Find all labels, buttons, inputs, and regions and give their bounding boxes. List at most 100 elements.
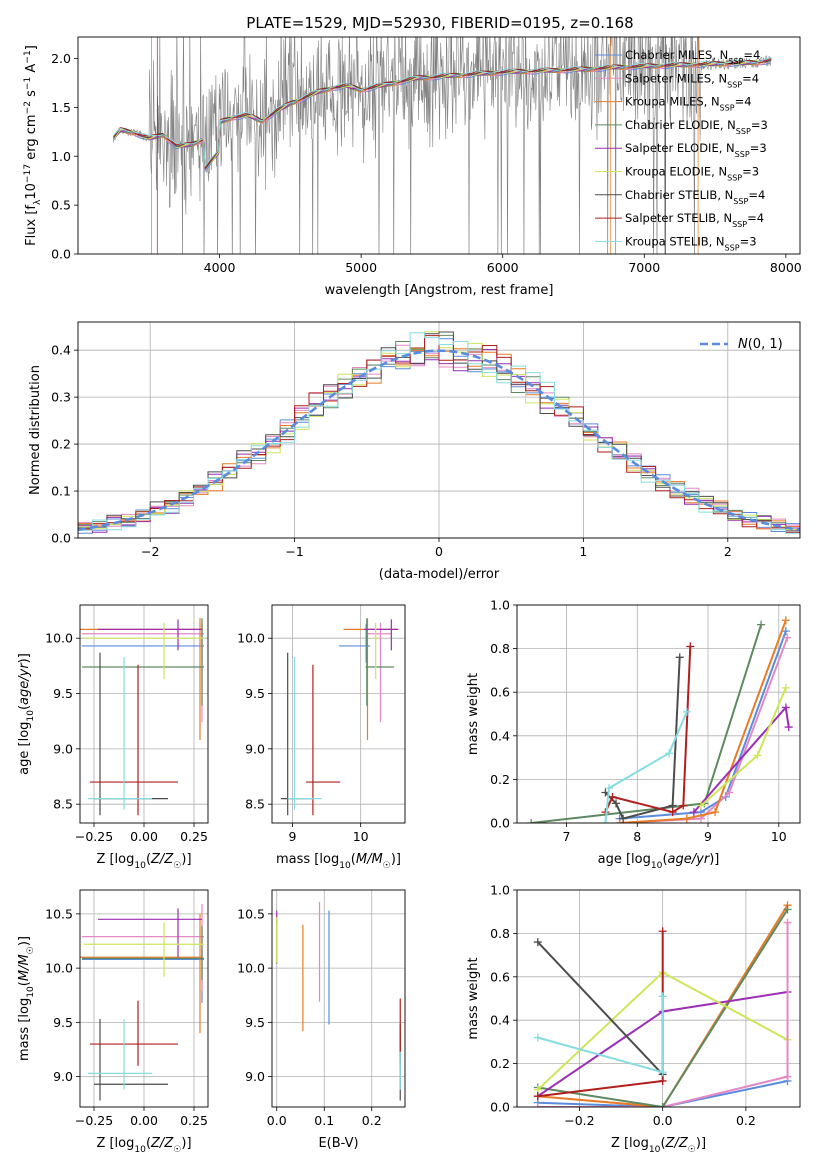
x-tick-label: −2	[141, 544, 159, 559]
y-tick-label: 9.0	[245, 1069, 265, 1084]
series-point	[527, 819, 536, 823]
series-point	[784, 723, 793, 732]
y-tick-label: 0.0	[51, 531, 71, 546]
series-point	[682, 814, 691, 823]
x-tick-label: 0	[435, 544, 443, 559]
series-point	[686, 642, 695, 651]
y-tick-label: 0.6	[490, 969, 510, 984]
series-salpeter-miles	[783, 918, 792, 1081]
x-tick-label: 6000	[487, 260, 519, 275]
series-point	[781, 683, 790, 692]
series-point	[783, 905, 792, 914]
panel-mass_weight_vs_Z: −0.2 0.0 0.2 0.0 0.2 0.4 0.6 0.8 1.0 Z [log10(Z/Z…	[466, 883, 801, 1155]
y-axis-label: mass weight	[466, 673, 481, 755]
y-tick-label: 0.6	[490, 685, 510, 700]
errorbar-kroupa-elodie	[84, 622, 204, 680]
y-axis-label: mass weight	[466, 957, 481, 1039]
axes-frame	[516, 604, 801, 824]
legend-label: Kroupa ELODIE, NSSP=3	[625, 165, 759, 183]
series-point	[658, 927, 667, 936]
series-chabrier-stelib	[533, 938, 667, 1079]
series-salpeter-stelib	[533, 927, 667, 1101]
legend-label: Salpeter ELODIE, NSSP=3	[625, 141, 767, 159]
series-point	[608, 792, 617, 801]
y-axis-label: Normed distribution	[28, 365, 43, 495]
series-point	[658, 992, 667, 1001]
y-tick-label: 0.4	[51, 343, 71, 358]
series-point	[696, 801, 705, 810]
figure-title: PLATE=1529, MJD=52930, FIBERID=0195, z=0…	[246, 14, 633, 32]
errorbar-kroupa-stelib	[88, 657, 152, 810]
series-line	[537, 941, 664, 1076]
errorbar-salpeter-miles	[366, 622, 392, 723]
legend-label: Chabrier STELIB, NSSP=4	[625, 188, 765, 206]
x-tick-label: −1	[285, 544, 303, 559]
y-tick-label: 9.5	[53, 1015, 73, 1030]
series-kroupa-stelib	[601, 707, 691, 823]
model-line-salpeter-stelib	[113, 58, 771, 170]
series-line	[619, 630, 787, 820]
panel-mass_weight_vs_age: 7 8 9 10 0.0 0.2 0.4 0.6 0.8 1.0 age [log10(age/yr…	[466, 598, 801, 871]
series-point	[682, 707, 691, 716]
series-kroupa-stelib	[533, 992, 667, 1077]
normal-distribution-line	[78, 349, 800, 532]
x-tick-label: 2	[724, 544, 732, 559]
series-point	[781, 627, 790, 636]
series-point	[658, 1076, 667, 1085]
panel-mass_vs_ebv: 0.0 0.1 0.2 9.0 9.5 10.0 10.5 E(B-V)	[237, 889, 406, 1151]
errorbar-salpeter-stelib	[90, 664, 178, 816]
series-point	[601, 819, 610, 823]
series-line	[619, 619, 787, 823]
legend-label: Chabrier ELODIE, NSSP=3	[625, 118, 768, 136]
series-line	[537, 904, 789, 1107]
y-tick-label: 10.0	[237, 961, 265, 976]
series-kroupa-elodie	[696, 683, 790, 810]
y-tick-label: 0.4	[490, 728, 510, 743]
x-axis-label: E(B-V)	[318, 1136, 358, 1151]
series-line	[604, 657, 681, 820]
x-tick-label: 8	[633, 829, 641, 844]
series-line	[537, 908, 789, 1107]
y-tick-label: 1.5	[51, 100, 71, 115]
y-tick-label: 0.0	[490, 816, 510, 831]
x-axis-label: wavelength [Angstrom, rest frame]	[325, 283, 554, 298]
axes-frame	[79, 604, 209, 824]
y-axis-label: age [log10(age/yr)]	[17, 653, 36, 775]
errorbar-salpeter-stelib	[90, 1000, 178, 1066]
y-tick-label: 10.5	[45, 906, 73, 921]
series-point	[615, 819, 624, 823]
y-tick-label: 0.8	[490, 641, 510, 656]
histogram-kroupa-stelib	[78, 332, 800, 534]
x-tick-label: 7	[563, 829, 571, 844]
x-tick-label: 0.0	[267, 1113, 287, 1128]
series-point	[658, 1103, 667, 1107]
series-point	[675, 653, 684, 662]
x-tick-label: 0.2	[736, 1113, 756, 1128]
panel-age_vs_mass: 9 10 8.5 9.0 9.5 10.0 mass [log10(M/M☉)]	[237, 604, 406, 871]
x-axis-label: Z [log10(Z/Z☉)]	[611, 1136, 706, 1155]
errorbar-chabrier-miles	[338, 623, 371, 663]
axes-frame	[271, 889, 406, 1108]
y-tick-label: 0.2	[51, 437, 71, 452]
series-line	[537, 1075, 788, 1107]
series-point	[783, 1072, 792, 1081]
axes-frame	[79, 889, 209, 1108]
series-chabrier-miles	[615, 627, 790, 823]
series-point	[533, 1033, 542, 1042]
panel-residuals: −2 −1 0 1 2 0.0 0.1 0.2 0.3 0.4 N(0, 1) (data-model…	[28, 321, 801, 582]
x-tick-label: −0.25	[75, 1113, 113, 1128]
histogram-salpeter-stelib	[78, 335, 800, 533]
y-tick-label: 9.0	[245, 741, 265, 756]
y-tick-label: 10.5	[237, 906, 265, 921]
errorbar-salpeter-elodie	[98, 619, 202, 651]
x-tick-label: 0.1	[314, 1113, 334, 1128]
errorbar-salpeter-miles	[82, 904, 204, 991]
x-axis-label: (data-model)/error	[379, 567, 500, 582]
y-tick-label: 0.5	[51, 198, 71, 213]
y-tick-label: 9.5	[53, 686, 73, 701]
x-tick-label: 0.00	[130, 1113, 158, 1128]
y-tick-label: 2.0	[51, 51, 71, 66]
y-tick-label: 1.0	[51, 149, 71, 164]
errorbar-chabrier-stelib	[280, 652, 312, 816]
